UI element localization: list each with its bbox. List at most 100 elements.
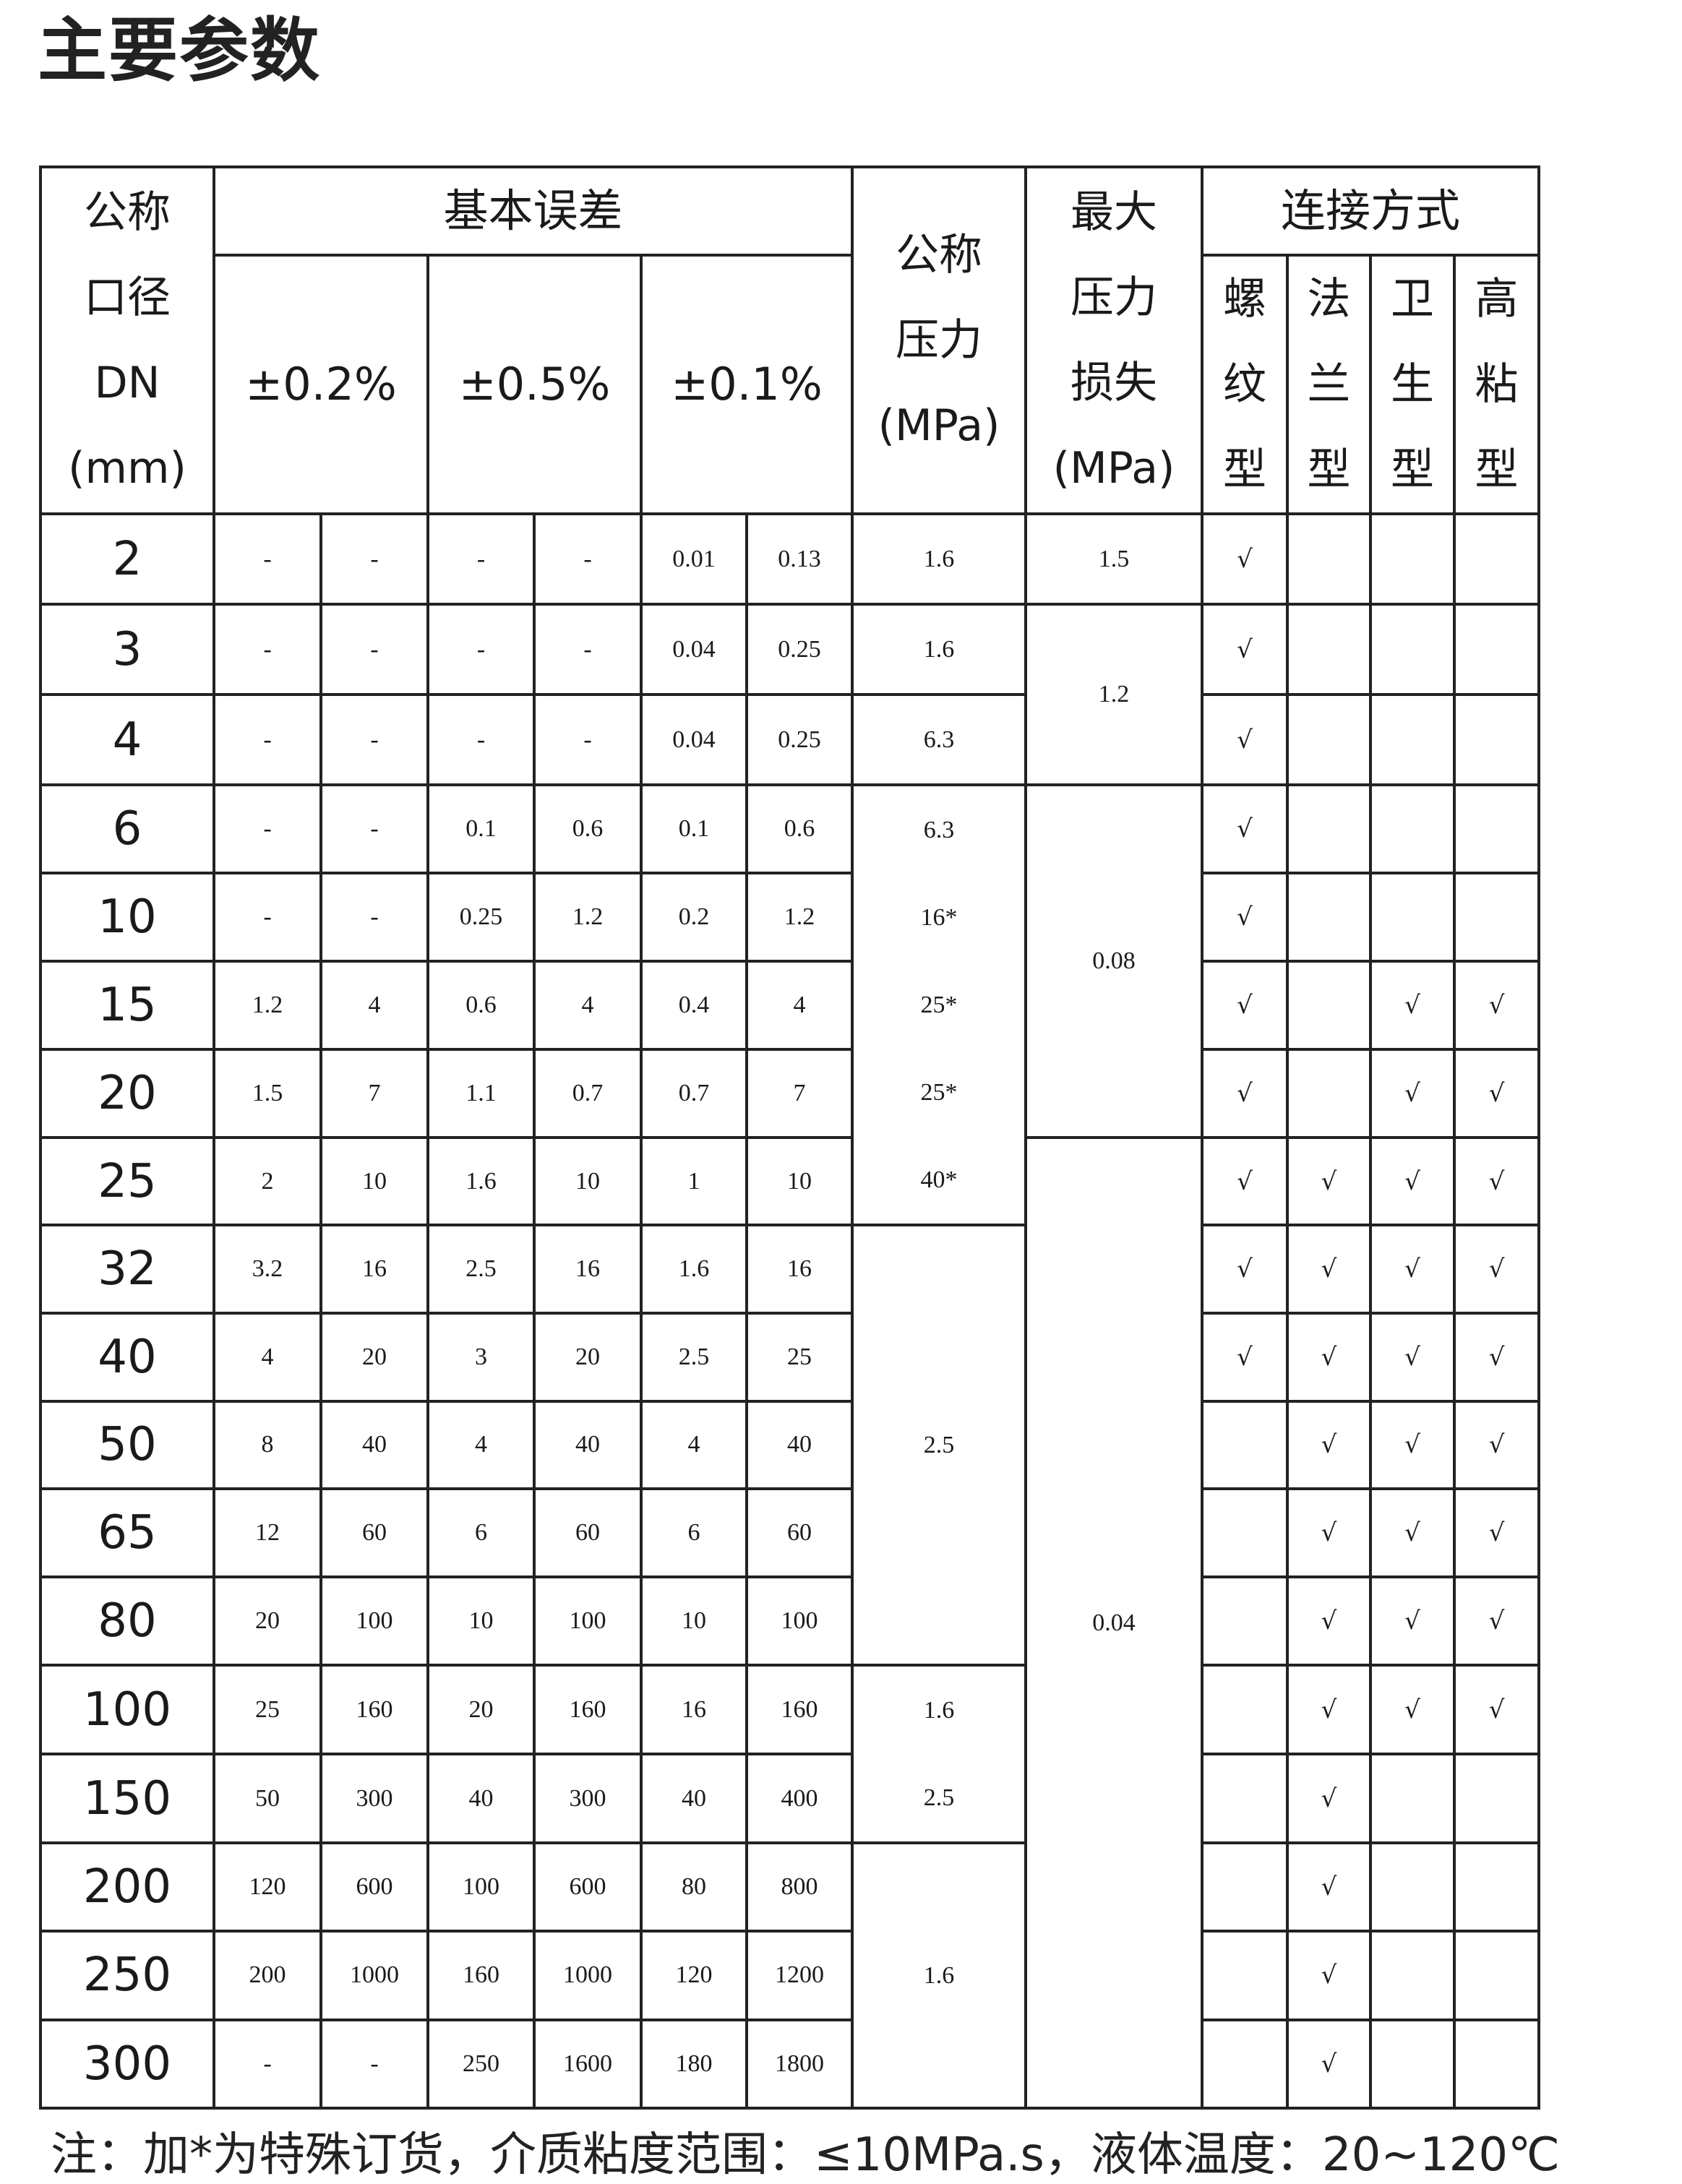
error-value: - [476, 726, 486, 753]
error-value: 100 [463, 1873, 499, 1901]
error-cell: - [426, 603, 536, 696]
connection-flange-cell: √ [1286, 1664, 1373, 1755]
error-value: - [263, 2050, 272, 2077]
error-cell: 8 [213, 1399, 322, 1491]
error-value: 40 [787, 1431, 812, 1458]
dn-cell: 40 [39, 1311, 215, 1403]
header-nominal-pressure: 公称 压力 (MPa) [851, 165, 1028, 515]
connection-thread-cell: √ [1201, 603, 1290, 696]
error-value: 4 [261, 1343, 274, 1370]
error-cell: 1.6 [640, 1224, 748, 1315]
connection-flange-cell: √ [1286, 1224, 1373, 1315]
error-cell: 16 [640, 1664, 748, 1755]
error-cell: - [213, 783, 322, 874]
connection-thread-cell: √ [1201, 960, 1290, 1051]
connection-high-viscosity-cell: √ [1453, 1136, 1541, 1226]
connection-thread-cell [1201, 1487, 1290, 1579]
dn-cell: 150 [39, 1753, 215, 1844]
error-value: 1.2 [252, 992, 283, 1018]
header-connection: 连接方式 [1201, 165, 1541, 257]
error-value: 4 [475, 1431, 487, 1458]
error-value: 1000 [350, 1961, 399, 1989]
error-cell: 100 [426, 1841, 536, 1933]
error-value: 1.6 [678, 1255, 710, 1282]
error-cell: 1.2 [745, 872, 854, 963]
error-value: - [263, 635, 272, 663]
error-cell: 0.6 [533, 783, 643, 874]
error-cell: 160 [319, 1664, 429, 1755]
error-cell: 3 [426, 1311, 536, 1403]
error-cell: 100 [745, 1575, 854, 1667]
error-cell: 0.13 [745, 512, 854, 606]
nominal-pressure-cell-value: 2.5 [923, 1431, 955, 1458]
connection-flange-cell [1286, 960, 1373, 1051]
connection-high-viscosity-cell: √ [1453, 1575, 1541, 1667]
error-cell: - [533, 693, 643, 786]
error-cell: 40 [745, 1399, 854, 1491]
error-cell: 0.25 [745, 693, 854, 786]
error-cell: 2.5 [640, 1311, 748, 1403]
error-value: 0.04 [672, 726, 716, 753]
connection-sanitary-cell [1369, 693, 1456, 786]
error-value: 0.7 [572, 1080, 604, 1106]
error-cell: 7 [319, 1048, 429, 1139]
header-sanitary-type: 卫生型 [1369, 254, 1456, 515]
error-value: - [583, 545, 592, 572]
error-cell: 0.25 [426, 872, 536, 963]
error-value: 40 [468, 1784, 494, 1812]
error-value: 2 [261, 1167, 274, 1195]
error-value: 3.2 [252, 1255, 283, 1282]
error-value: - [583, 635, 592, 663]
error-cell: - [213, 872, 322, 963]
dn-cell: 15 [39, 960, 215, 1051]
connection-thread-cell [1201, 1930, 1290, 2021]
header-flange-type: 法兰型 [1286, 254, 1373, 515]
error-value: 16 [787, 1255, 812, 1282]
dn-cell: 80 [39, 1575, 215, 1667]
error-value: - [370, 635, 379, 663]
nominal-pressure-cell-value: 6.3 [923, 816, 955, 843]
error-cell: 40 [319, 1399, 429, 1491]
connection-sanitary-cell [1369, 872, 1456, 963]
error-cell: 600 [533, 1841, 643, 1933]
connection-flange-cell: √ [1286, 1575, 1373, 1667]
error-value: 25 [787, 1343, 812, 1370]
error-value: - [370, 815, 379, 842]
error-value: 600 [356, 1873, 393, 1901]
connection-high-viscosity-cell: √ [1453, 1048, 1541, 1139]
header-accuracy-0.2: ±0.2% [213, 254, 429, 515]
error-cell: 10 [745, 1136, 854, 1226]
error-cell: - [319, 512, 429, 606]
connection-flange-cell [1286, 1048, 1373, 1139]
error-cell: 300 [319, 1753, 429, 1844]
error-value: 250 [463, 2050, 499, 2077]
error-cell: 12 [213, 1487, 322, 1579]
error-cell: 50 [213, 1753, 322, 1844]
error-cell: 6 [640, 1487, 748, 1579]
error-value: - [476, 545, 486, 572]
error-value: 120 [249, 1873, 286, 1901]
header-high-viscosity-type: 高粘型 [1453, 254, 1541, 515]
table-row: 2 - - - - 0.01 0.13 1.6 1.5 √ [39, 512, 1541, 606]
error-cell: 1000 [533, 1930, 643, 2021]
error-cell: 1600 [533, 2018, 643, 2110]
error-cell: 40 [426, 1753, 536, 1844]
error-cell: - [319, 872, 429, 963]
nominal-pressure-cell-value: 1.6 [923, 1961, 955, 1989]
error-value: 400 [781, 1784, 818, 1812]
error-value: - [370, 726, 379, 753]
header-basic-error: 基本误差 [212, 165, 854, 257]
error-value: 40 [682, 1784, 706, 1812]
error-cell: 1.2 [213, 960, 322, 1051]
connection-flange-cell: √ [1286, 1136, 1373, 1226]
nominal-pressure-cell-value: 1.6 [923, 545, 955, 572]
error-cell: 10 [319, 1136, 429, 1226]
error-value: 8 [261, 1431, 274, 1458]
connection-high-viscosity-cell: √ [1453, 1311, 1541, 1403]
table-row: 65 12 60 6 60 6 60 √ √ √ [39, 1487, 1541, 1579]
connection-flange-cell [1286, 603, 1373, 696]
error-cell: 10 [533, 1136, 643, 1226]
error-value: 160 [463, 1961, 499, 1989]
table-row: 300 - - 250 1600 180 1800 √ [39, 2018, 1541, 2110]
error-cell: 180 [640, 2018, 748, 2110]
